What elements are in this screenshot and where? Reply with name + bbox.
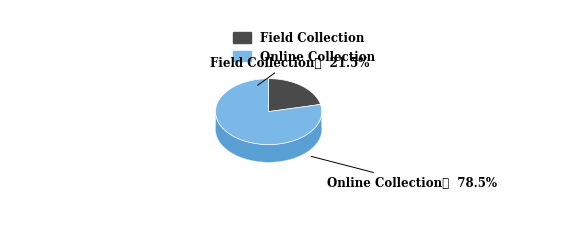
Legend: Field Collection, Online Collection: Field Collection, Online Collection <box>231 30 378 66</box>
Text: Online Collection：  78.5%: Online Collection： 78.5% <box>311 157 497 189</box>
Text: Field Collection：  21.5%: Field Collection： 21.5% <box>210 56 370 86</box>
Polygon shape <box>215 111 322 163</box>
Polygon shape <box>215 79 322 145</box>
Polygon shape <box>268 79 320 112</box>
Ellipse shape <box>215 97 322 163</box>
